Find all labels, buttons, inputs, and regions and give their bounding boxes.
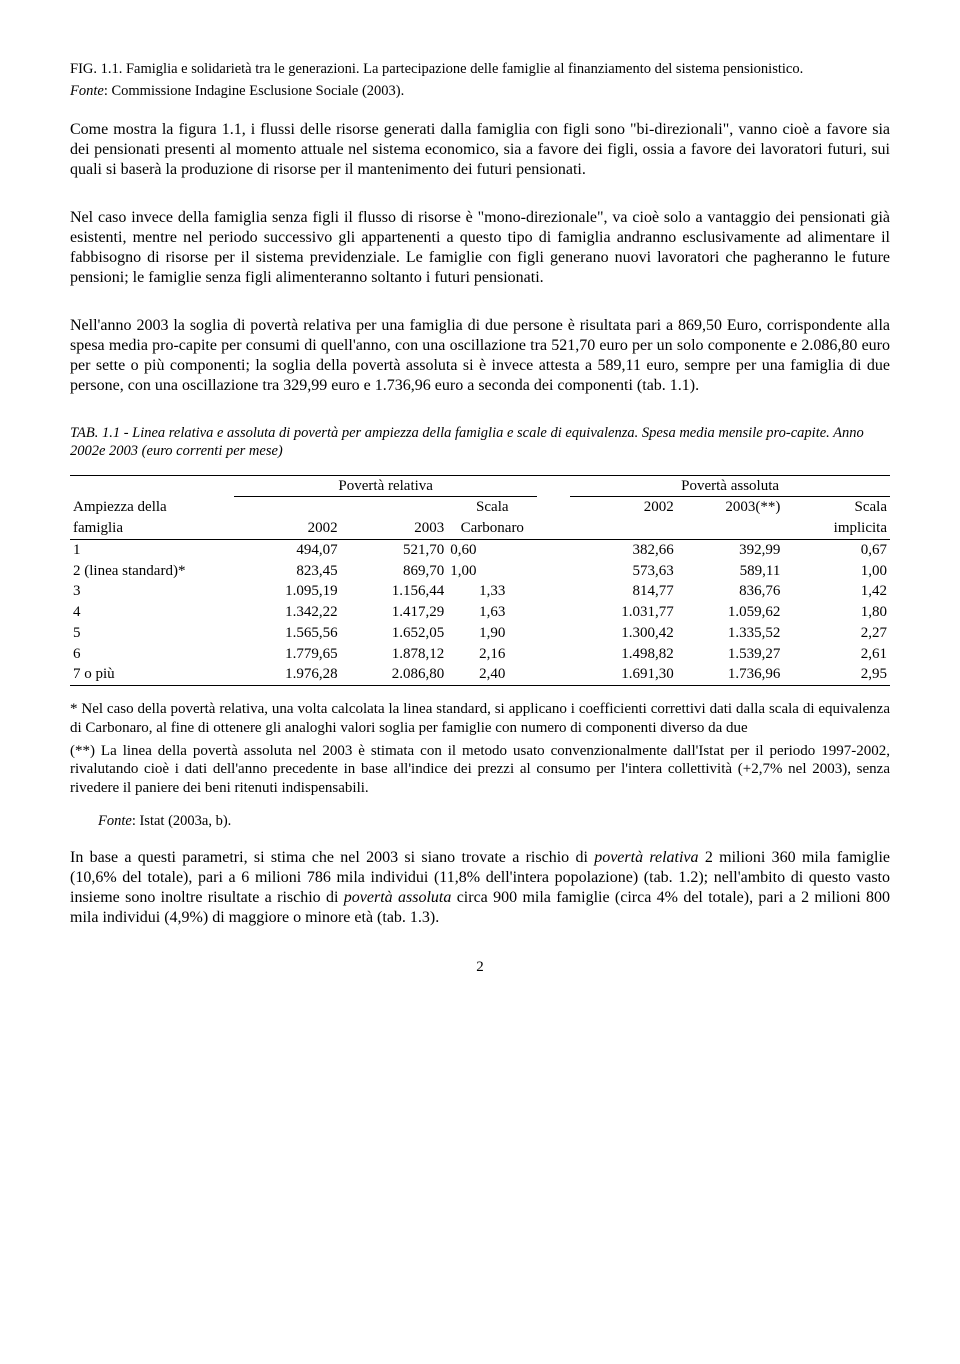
- table-cell: 5: [70, 623, 234, 644]
- table-cell: 0,60: [447, 539, 537, 560]
- table-cell: 1: [70, 539, 234, 560]
- table-source: Fonte: Istat (2003a, b).: [98, 812, 890, 830]
- table-cell: [537, 581, 570, 602]
- table-cell: 1.539,27: [677, 644, 784, 665]
- table-row: 31.095,191.156,441,33 814,77836,761,42: [70, 581, 890, 602]
- table-cell: 2,27: [783, 623, 890, 644]
- table-cell: 7 o più: [70, 664, 234, 685]
- table-cell: 1.736,96: [677, 664, 784, 685]
- table-cell: 2 (linea standard)*: [70, 561, 234, 582]
- table-row: 61.779,651.878,122,16 1.498,821.539,272,6…: [70, 644, 890, 665]
- source-label: Fonte: [70, 83, 104, 99]
- table-cell: 2.086,80: [341, 664, 448, 685]
- table-note-1: * Nel caso della povertà relativa, una v…: [70, 700, 890, 738]
- table-cell: 2,61: [783, 644, 890, 665]
- table-cell: 1,42: [783, 581, 890, 602]
- table-cell: 1.691,30: [570, 664, 677, 685]
- table-cell: 2,16: [447, 644, 537, 665]
- table-cell: 814,77: [570, 581, 677, 602]
- table-cell: 382,66: [570, 539, 677, 560]
- table-cell: 823,45: [234, 561, 341, 582]
- table-cell: 1.059,62: [677, 602, 784, 623]
- table-cell: [537, 561, 570, 582]
- table-cell: 0,67: [783, 539, 890, 560]
- table-cell: 1.335,52: [677, 623, 784, 644]
- table-cell: 869,70: [341, 561, 448, 582]
- table-cell: 1,80: [783, 602, 890, 623]
- hdr-scala-2: Scala: [783, 497, 890, 518]
- table-cell: 2,40: [447, 664, 537, 685]
- table-cell: 392,99: [677, 539, 784, 560]
- para4-a: In base a questi parametri, si stima che…: [70, 849, 594, 866]
- paragraph-3: Nell'anno 2003 la soglia di povertà rela…: [70, 316, 890, 396]
- section-absolute: Povertà assoluta: [570, 475, 890, 497]
- section-relative: Povertà relativa: [234, 475, 537, 497]
- table-cell: 4: [70, 602, 234, 623]
- table-cell: 1.976,28: [234, 664, 341, 685]
- paragraph-4: In base a questi parametri, si stima che…: [70, 848, 890, 928]
- hdr-scala-1: Scala: [447, 497, 537, 518]
- table-cell: 589,11: [677, 561, 784, 582]
- table-row: 1494,07521,700,60 382,66392,990,67: [70, 539, 890, 560]
- table-row: 2 (linea standard)*823,45869,701,00573,6…: [70, 561, 890, 582]
- table-cell: [537, 664, 570, 685]
- table-cell: 1.095,19: [234, 581, 341, 602]
- table-cell: 3: [70, 581, 234, 602]
- hdr-ampiezza-1: Ampiezza della: [70, 497, 234, 518]
- table-cell: 1.300,42: [570, 623, 677, 644]
- source-label: Fonte: [98, 813, 132, 829]
- table-caption: TAB. 1.1 - Linea relativa e assoluta di …: [70, 424, 890, 460]
- table-cell: 1.565,56: [234, 623, 341, 644]
- para4-em2: povertà assoluta: [344, 889, 452, 906]
- paragraph-1: Come mostra la figura 1.1, i flussi dell…: [70, 120, 890, 180]
- table-cell: 836,76: [677, 581, 784, 602]
- table-cell: 2,95: [783, 664, 890, 685]
- source-text: : Commissione Indagine Esclusione Social…: [104, 83, 404, 99]
- table-cell: 1.779,65: [234, 644, 341, 665]
- table-cell: 1,63: [447, 602, 537, 623]
- table-cell: 1,00: [783, 561, 890, 582]
- figure-source: Fonte: Commissione Indagine Esclusione S…: [70, 82, 890, 100]
- table-cell: 1.342,22: [234, 602, 341, 623]
- table-cell: 1.652,05: [341, 623, 448, 644]
- hdr-implicita: implicita: [783, 518, 890, 539]
- para4-em1: povertà relativa: [594, 849, 698, 866]
- table-cell: 1,00: [447, 561, 537, 582]
- hdr-abs-2002: 2002: [570, 497, 677, 518]
- figure-caption: FIG. 1.1. Famiglia e solidarietà tra le …: [70, 60, 890, 78]
- table-cell: 573,63: [570, 561, 677, 582]
- hdr-abs-2003s: 2003(**): [677, 497, 784, 518]
- table-cell: 521,70: [341, 539, 448, 560]
- paragraph-2: Nel caso invece della famiglia senza fig…: [70, 208, 890, 288]
- table-cell: [537, 644, 570, 665]
- poverty-table: Povertà relativa Povertà assoluta Ampiez…: [70, 475, 890, 687]
- hdr-rel-2002: 2002: [234, 518, 341, 539]
- table-cell: 1.417,29: [341, 602, 448, 623]
- source-text: : Istat (2003a, b).: [132, 813, 231, 829]
- table-cell: 1.031,77: [570, 602, 677, 623]
- table-cell: 494,07: [234, 539, 341, 560]
- table-cell: [537, 623, 570, 644]
- table-cell: [537, 602, 570, 623]
- table-cell: 1,90: [447, 623, 537, 644]
- table-cell: 1.156,44: [341, 581, 448, 602]
- table-row: 51.565,561.652,051,90 1.300,421.335,522,2…: [70, 623, 890, 644]
- hdr-famiglia: famiglia: [70, 518, 234, 539]
- hdr-carbonaro: Carbonaro: [447, 518, 537, 539]
- table-row: 7 o più1.976,282.086,802,40 1.691,301.736…: [70, 664, 890, 685]
- hdr-rel-2003: 2003: [341, 518, 448, 539]
- table-cell: 1.878,12: [341, 644, 448, 665]
- page-number: 2: [70, 958, 890, 977]
- table-cell: [537, 539, 570, 560]
- table-cell: 1.498,82: [570, 644, 677, 665]
- table-note-2: (**) La linea della povertà assoluta nel…: [70, 742, 890, 798]
- table-row: 41.342,221.417,291,63 1.031,771.059,621,8…: [70, 602, 890, 623]
- table-cell: 6: [70, 644, 234, 665]
- table-cell: 1,33: [447, 581, 537, 602]
